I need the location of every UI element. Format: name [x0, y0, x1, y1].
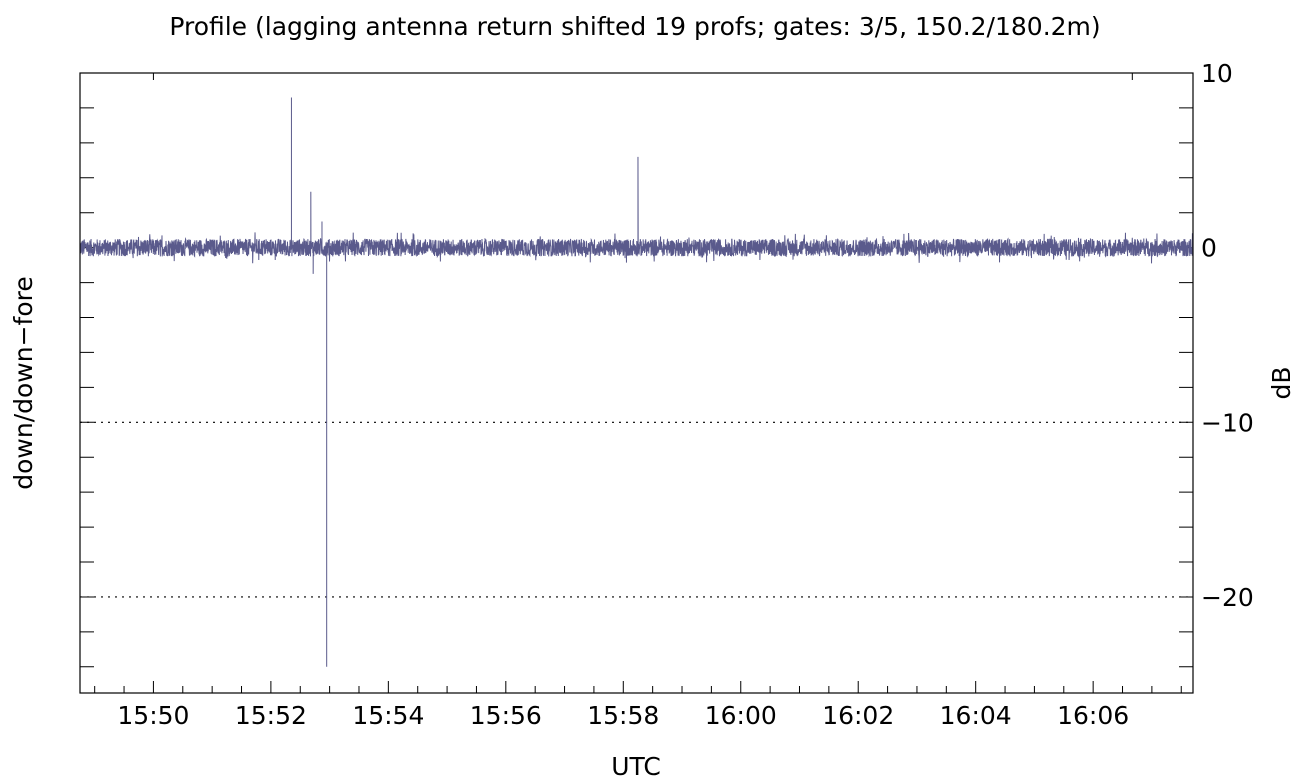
y-axis-title-right: dB — [1267, 366, 1296, 399]
tick-marks — [80, 72, 1193, 693]
bottom-tick-labels: 15:50 15:52 15:54 15:56 15:58 16:00 16:02 16:04… — [117, 701, 1129, 730]
plot-frame — [79, 72, 1194, 694]
x-tick-label: 15:54 — [352, 701, 424, 730]
right-tick-labels: 10 0 −10 −20 — [1201, 59, 1254, 612]
x-tick-label: 16:00 — [705, 701, 777, 730]
y-tick-label: −10 — [1201, 408, 1254, 437]
x-tick-label: 15:58 — [587, 701, 659, 730]
y-tick-label: −20 — [1201, 583, 1254, 612]
tick-mark-path — [80, 72, 1193, 693]
x-tick-label: 16:04 — [940, 701, 1012, 730]
y-tick-label: 0 — [1201, 234, 1217, 263]
x-axis-title: UTC — [611, 752, 661, 781]
y-axis-title-left: down/down−fore — [9, 276, 38, 490]
x-tick-label: 15:56 — [470, 701, 542, 730]
x-tick-label: 15:52 — [235, 701, 307, 730]
x-tick-label: 16:02 — [822, 701, 894, 730]
y-tick-label: 10 — [1201, 59, 1233, 88]
x-tick-label: 15:50 — [117, 701, 189, 730]
chart-title: Profile (lagging antenna return shifted … — [169, 12, 1100, 41]
grid-lines — [80, 421, 1193, 598]
series-line — [79, 97, 1194, 667]
x-tick-label: 16:06 — [1057, 701, 1129, 730]
